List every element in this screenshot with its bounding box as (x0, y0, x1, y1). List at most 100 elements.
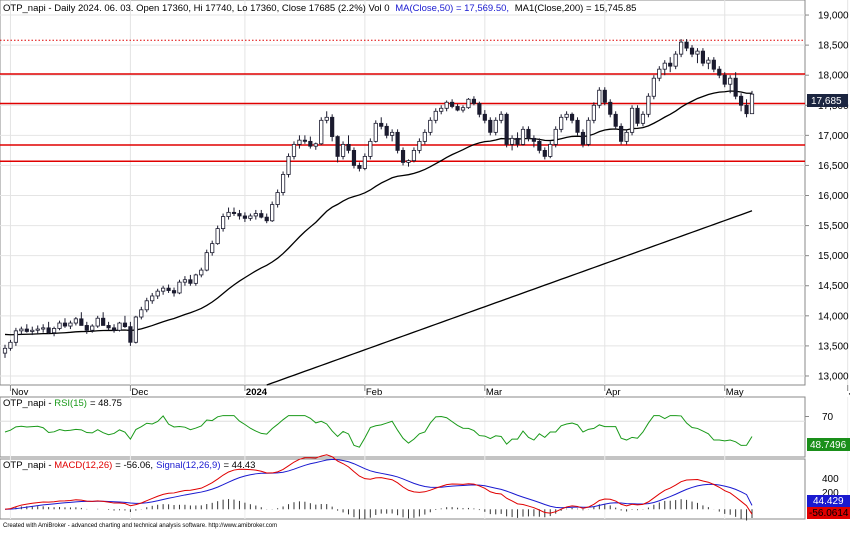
candle-body (553, 128, 558, 145)
candle-body (259, 213, 264, 218)
candle-body (613, 113, 618, 127)
candle-body (30, 329, 35, 332)
candle-body (51, 328, 57, 334)
candle-body (417, 140, 422, 151)
macd-header: OTP_napi - MACD(12,26) = -56.06, Signal(12… (3, 460, 255, 471)
macd-signal-tag: 44.429 (813, 496, 844, 507)
y-tick-label: 14,500 (818, 281, 849, 292)
candle-body (575, 119, 580, 133)
candle-body (586, 119, 591, 145)
candle-body (106, 325, 111, 329)
candle-body (450, 101, 455, 107)
ma200-line (266, 210, 753, 386)
candle-body (242, 215, 248, 219)
candle-body (291, 143, 297, 157)
candle-body (390, 131, 395, 136)
candle-body (193, 274, 198, 284)
candle-body (373, 122, 378, 142)
candle-body (619, 125, 624, 142)
candle-body (346, 143, 351, 151)
macd-signal-tag-bg (807, 495, 850, 507)
candle-body (24, 328, 29, 332)
candle-body (384, 125, 389, 136)
candle-body (695, 50, 700, 55)
candle-body (608, 101, 613, 115)
candle-body (13, 330, 18, 343)
candle-body (368, 140, 373, 157)
macd-level-400: 400 (822, 474, 839, 485)
candle-body (526, 128, 531, 139)
x-tick-label: Apr (606, 387, 621, 398)
macd-line (4, 454, 753, 515)
candle-body (400, 149, 406, 163)
candle-body (684, 41, 689, 49)
y-tick-label: 13,500 (818, 341, 849, 352)
footer-credit: Created with AmiBroker - advanced charti… (3, 523, 277, 529)
candle-body (477, 103, 482, 115)
candle-body (728, 77, 733, 85)
price-header: OTP_napi - Daily 2024. 06. 03. Open 1736… (3, 3, 636, 14)
candle-body (90, 325, 95, 331)
candle-body (237, 213, 242, 217)
candle-body (717, 68, 722, 76)
price-tag-bg (807, 94, 848, 107)
y-tick-label: 17,000 (818, 131, 849, 142)
candle-body (733, 77, 738, 97)
candle-body (591, 104, 596, 121)
candle-body (144, 300, 149, 311)
candle-body (569, 113, 575, 121)
candle-body (19, 328, 24, 332)
y-tick-label: 19,000 (818, 11, 849, 22)
candle-body (41, 327, 46, 330)
candle-body (264, 216, 269, 222)
rsi-indicator (0, 415, 805, 448)
candle-body (635, 107, 640, 124)
x-tick-label: 2024 (246, 387, 268, 398)
grid-lines (0, 0, 849, 519)
price-tag: 17,685 (811, 96, 842, 107)
candle-body (662, 62, 667, 70)
candle-body (73, 318, 78, 324)
candle-body (188, 279, 193, 284)
candle-body (488, 119, 493, 133)
rsi-level-label: 70 (822, 412, 834, 423)
candle-body (493, 119, 498, 133)
candle-body (139, 309, 144, 318)
candle-body (739, 95, 744, 106)
candle-body (624, 131, 629, 142)
macd-panel (0, 458, 806, 520)
candle-body (62, 322, 68, 327)
candle-body (706, 59, 711, 64)
candle-body (68, 322, 73, 327)
rsi-header: OTP_napi - RSI(15) = 48.75 (3, 398, 122, 409)
candle-body (46, 327, 51, 334)
macd-signal-line (4, 458, 753, 510)
candle-body (700, 50, 706, 64)
candle-body (520, 128, 526, 145)
candle-body (646, 95, 651, 115)
candle-body (231, 211, 237, 214)
candle-body (602, 89, 607, 103)
candle-body (286, 156, 291, 175)
candle-body (302, 139, 307, 142)
candle-body (537, 140, 542, 151)
candle-body (411, 149, 417, 162)
candle-body (133, 316, 138, 343)
candle-body (597, 89, 602, 106)
candle-body (460, 107, 466, 111)
candle-body (161, 287, 166, 292)
candle-body (564, 113, 569, 118)
candle-body (504, 113, 509, 145)
y-tick-label: 16,000 (818, 191, 849, 202)
x-tick-label: Mar (486, 387, 502, 398)
candle-body (657, 68, 662, 79)
candle-body (433, 110, 438, 121)
candle-body (101, 317, 106, 326)
candle-body (319, 119, 324, 145)
candle-body (275, 192, 280, 205)
candle-body (357, 165, 362, 169)
x-tick-label: Jun (849, 387, 850, 398)
candle-body (499, 113, 504, 121)
candle-body (313, 143, 318, 147)
